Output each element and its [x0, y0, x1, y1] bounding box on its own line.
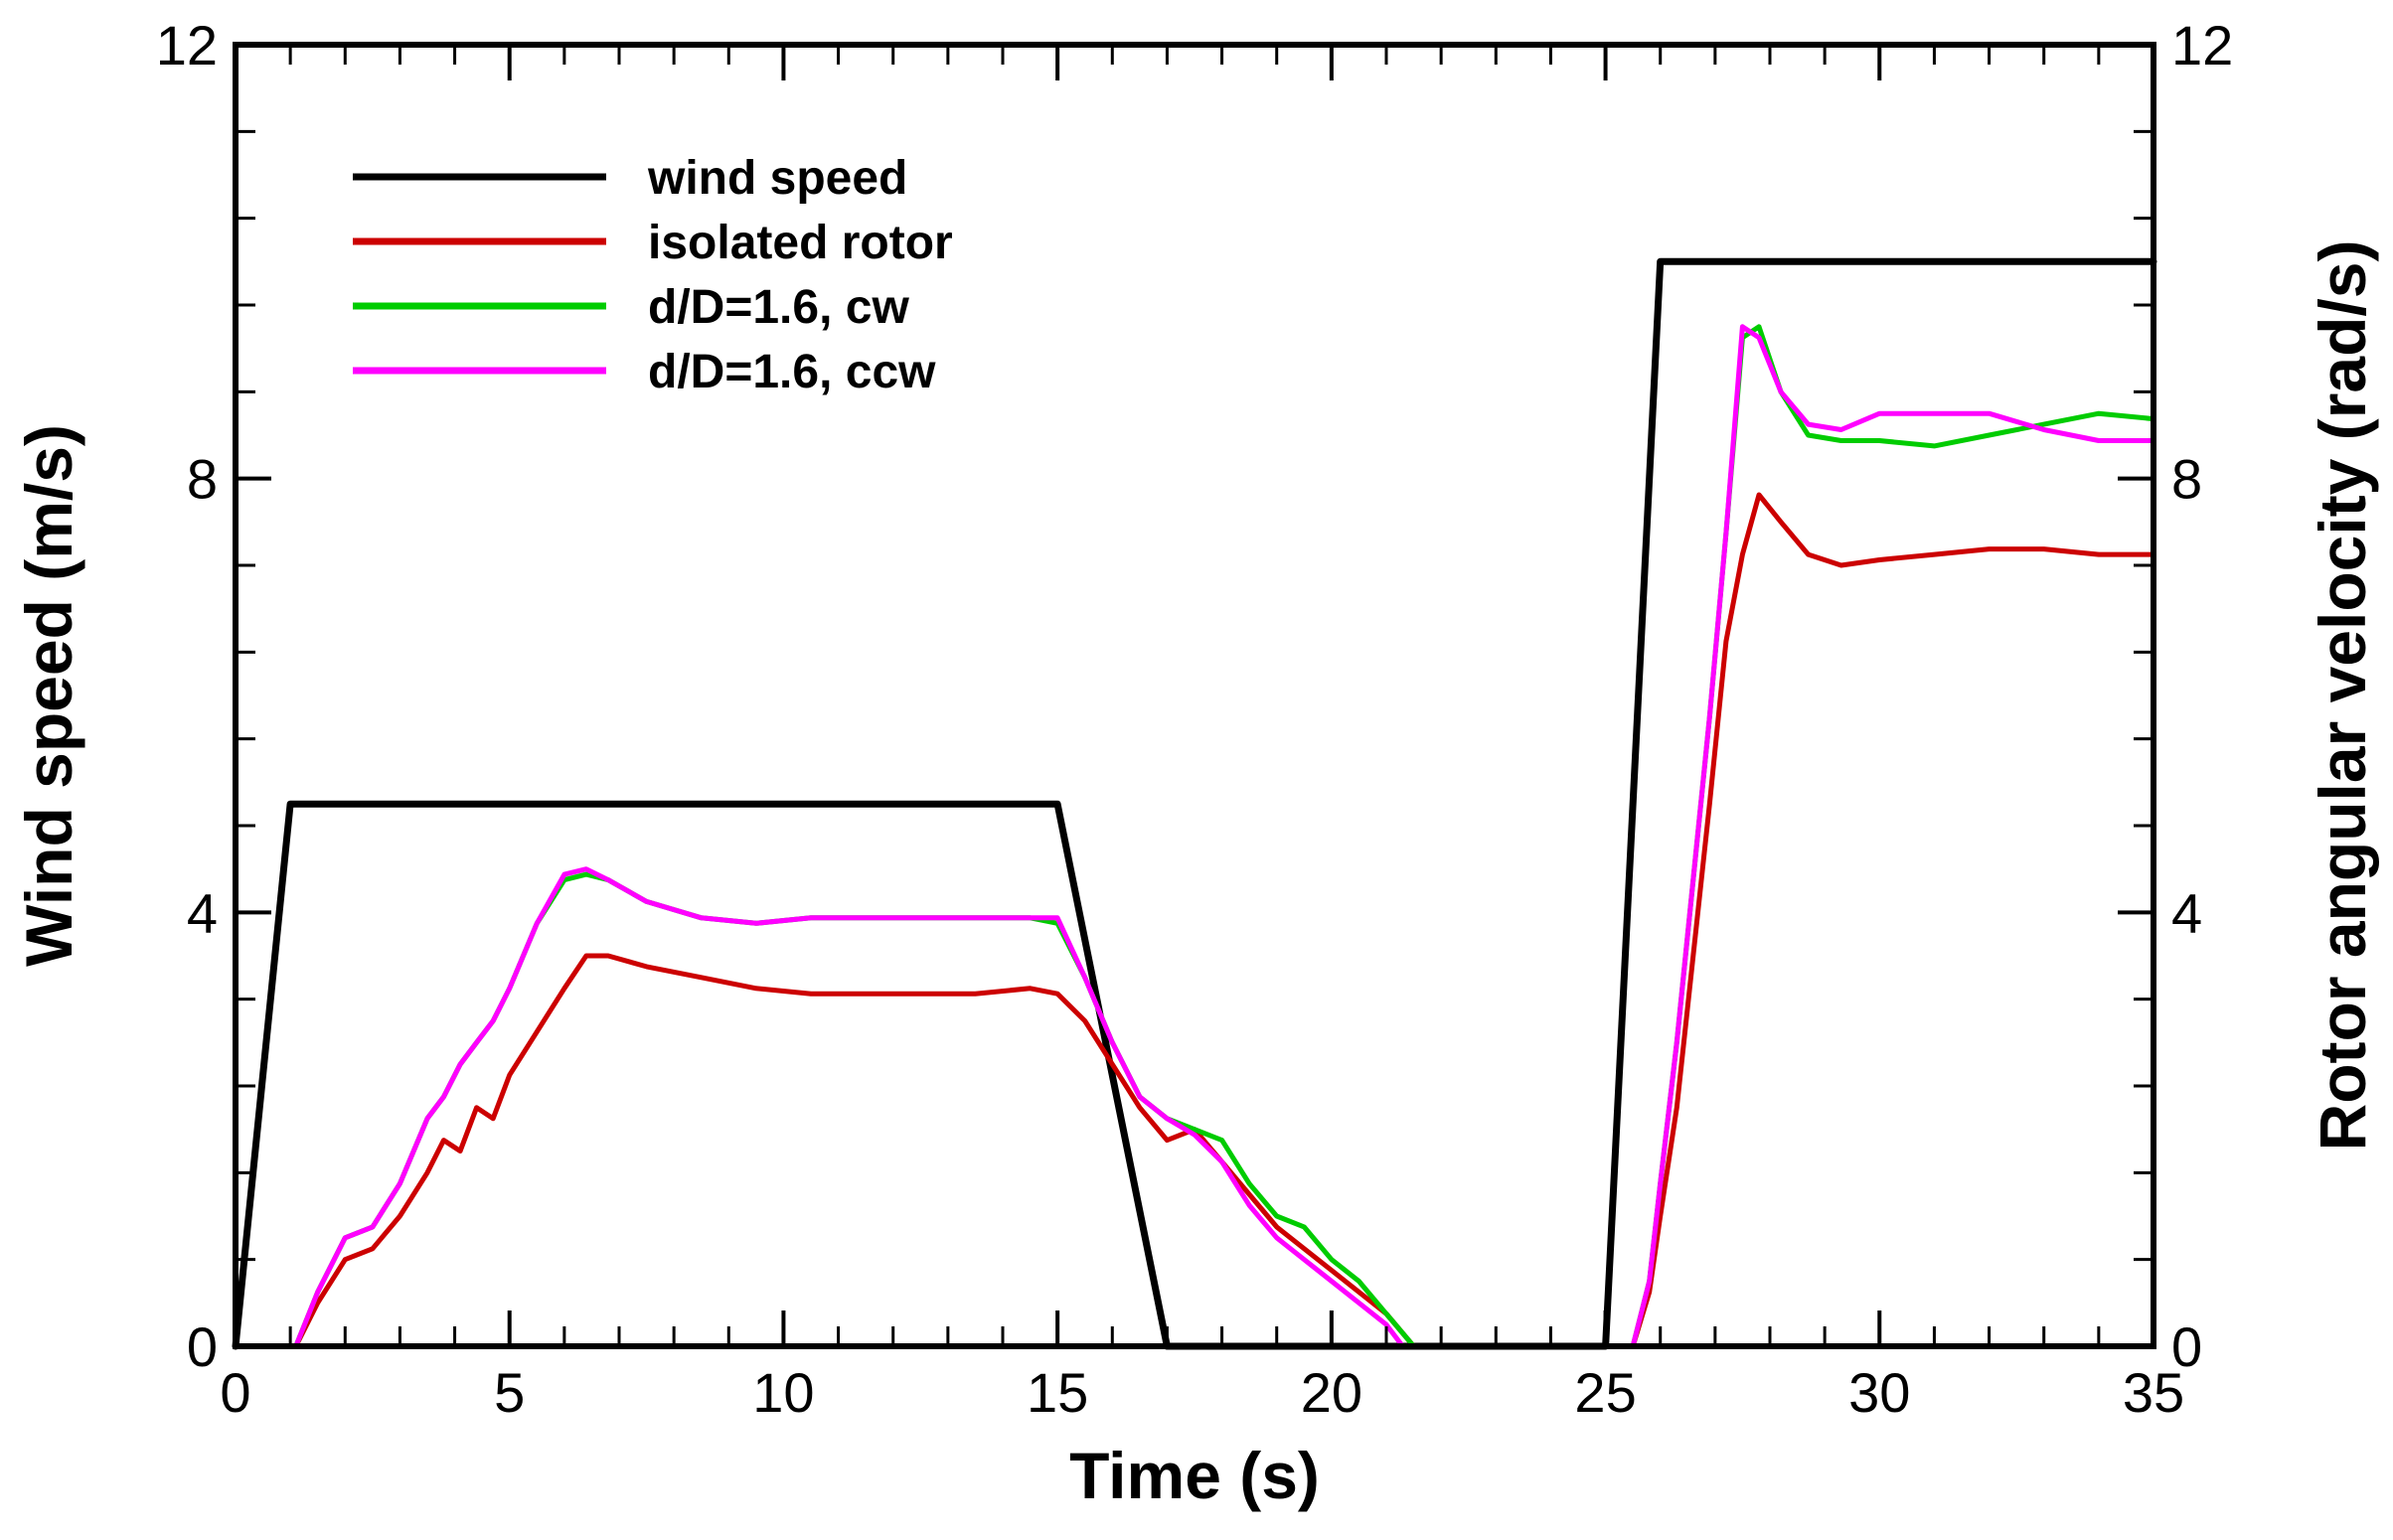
series-layer	[232, 257, 2157, 1350]
legend-label-2: d/D=1.6, cw	[648, 281, 909, 334]
y-axis-title-left: Wind speed (m/s)	[12, 424, 85, 967]
legend: wind speed isolated rotor d/D=1.6, cw d/D=1…	[353, 152, 953, 398]
x-tick-label: 15	[1027, 1361, 1088, 1424]
x-tick-label: 25	[1574, 1361, 1636, 1424]
series-line-3	[265, 324, 2156, 1349]
plot-frame	[233, 42, 2156, 1349]
x-tick-label: 10	[752, 1361, 814, 1424]
series-line-1	[265, 492, 2156, 1349]
x-tick-label: 20	[1301, 1361, 1362, 1424]
y-tick-label-left: 8	[187, 448, 218, 511]
x-axis-title: Time (s)	[1069, 1439, 1320, 1512]
y-tick-label-right: 8	[2171, 448, 2202, 511]
y-tick-label-right: 4	[2171, 881, 2202, 944]
y-tick-label-right: 12	[2171, 14, 2233, 77]
x-tick-label: 35	[2123, 1361, 2184, 1424]
y-tick-label-left: 4	[187, 881, 218, 944]
legend-label-3: d/D=1.6, ccw	[648, 346, 936, 398]
series-line-0	[232, 257, 2157, 1350]
y-tick-label-right: 0	[2171, 1315, 2202, 1378]
legend-label-0: wind speed	[647, 152, 907, 205]
x-tick-label: 5	[494, 1361, 525, 1424]
y-tick-label-left: 0	[187, 1315, 218, 1378]
y-tick-label-left: 12	[156, 14, 218, 77]
y-axis-title-right: Rotor angular velocity (rad/s)	[2306, 240, 2379, 1152]
legend-label-1: isolated rotor	[648, 217, 953, 269]
x-tick-label: 0	[220, 1361, 250, 1424]
series-line-2	[265, 324, 2156, 1349]
x-tick-label: 30	[1848, 1361, 1910, 1424]
